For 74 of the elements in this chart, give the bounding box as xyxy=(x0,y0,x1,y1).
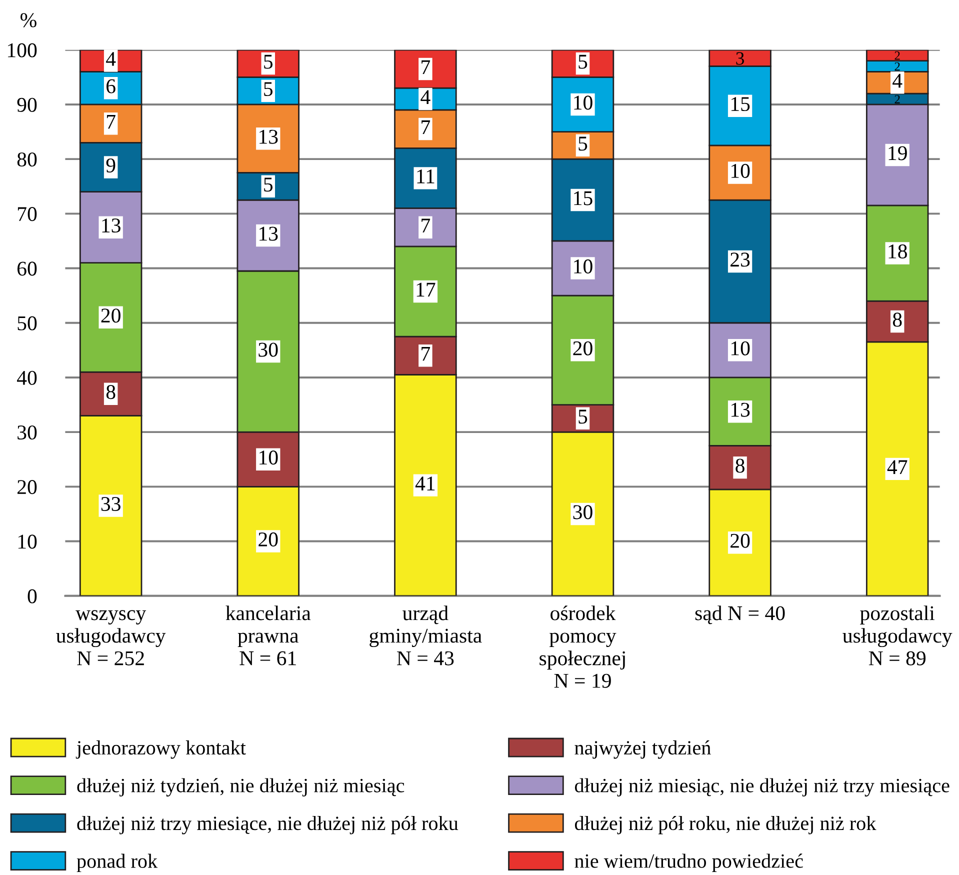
data-label: 8 xyxy=(736,458,744,473)
legend-label: ponad rok xyxy=(76,854,158,872)
data-label: 33 xyxy=(101,497,120,511)
data-label: 7 xyxy=(422,347,430,361)
data-label: 7 xyxy=(422,60,430,74)
data-label: 5 xyxy=(264,82,273,96)
x-tick-label: kancelaria prawna N = 61 xyxy=(226,606,311,666)
data-label: 4 xyxy=(892,74,902,88)
data-label: 4 xyxy=(106,52,116,66)
data-label: 7 xyxy=(106,114,116,129)
data-label: 5 xyxy=(578,410,588,424)
x-tick-label: wszyscy usługodawcy N = 252 xyxy=(56,610,166,666)
data-label: 8 xyxy=(106,385,116,400)
data-label: 13 xyxy=(260,130,278,144)
data-label: 6 xyxy=(106,79,116,94)
data-label: 5 xyxy=(578,54,588,69)
data-label: 4 xyxy=(420,90,430,104)
y-tick-label: 70 xyxy=(18,207,37,222)
x-tick-label: pozostali usługodawcy N = 89 xyxy=(842,606,952,666)
data-label: 13 xyxy=(260,226,278,241)
data-label: 20 xyxy=(101,308,120,323)
data-label: 15 xyxy=(574,191,592,206)
y-axis-title: % xyxy=(20,13,36,28)
y-tick-label: 0 xyxy=(28,589,37,604)
data-label: 5 xyxy=(264,54,273,69)
legend-label: najwyżej tydzień xyxy=(574,740,711,759)
data-label: 11 xyxy=(417,169,434,184)
data-label: 30 xyxy=(573,505,592,520)
data-label: 15 xyxy=(731,97,750,112)
y-tick-label: 90 xyxy=(17,98,37,112)
data-label: 10 xyxy=(731,341,750,356)
data-label: 3 xyxy=(736,52,744,65)
data-label: 23 xyxy=(730,252,750,267)
legend-label: dłużej niż trzy miesiące, nie dłużej niż pół roku xyxy=(77,816,458,834)
y-tick-label: 30 xyxy=(18,425,37,440)
data-label: 17 xyxy=(416,282,436,296)
data-label: 7 xyxy=(422,218,430,232)
y-tick-label: 100 xyxy=(8,43,37,58)
x-tick-label: urząd gminy/miasta N = 43 xyxy=(370,606,482,666)
data-label: 7 xyxy=(422,120,430,134)
data-label: 13 xyxy=(731,402,750,417)
data-label: 41 xyxy=(415,476,435,490)
y-tick-label: 10 xyxy=(18,534,37,549)
legend-label: nie wiem/trudno powiedzieć xyxy=(574,854,803,872)
legend-label: dłużej niż miesiąc, nie dłużej niż trzy miesiące xyxy=(574,778,950,797)
data-label: 10 xyxy=(574,96,592,110)
data-label: 47 xyxy=(887,460,908,474)
data-label: 5 xyxy=(264,178,273,192)
data-label: 8 xyxy=(892,312,902,327)
y-tick-label: 80 xyxy=(17,152,37,167)
data-label: 20 xyxy=(258,532,278,546)
data-label: 10 xyxy=(574,259,592,274)
data-label: 5 xyxy=(578,136,588,151)
data-label: 9 xyxy=(106,158,116,172)
data-label: 19 xyxy=(888,146,907,160)
data-label: 20 xyxy=(573,341,592,356)
data-label: 10 xyxy=(731,164,750,178)
y-tick-label: 40 xyxy=(17,370,37,385)
x-tick-label: sąd N = 40 xyxy=(695,606,785,624)
data-label: 13 xyxy=(102,218,120,233)
data-label: 2 xyxy=(894,95,900,104)
data-label: 10 xyxy=(260,450,278,465)
data-label: 2 xyxy=(894,62,900,71)
x-tick-label: ośrodek pomocy społecznej N = 19 xyxy=(540,606,625,688)
legend-label: dłużej niż tydzień, nie dłużej niż miesiąc xyxy=(77,778,404,797)
data-label: 18 xyxy=(888,244,907,258)
y-tick-label: 50 xyxy=(18,316,37,330)
legend-label: dłużej niż pół roku, nie dłużej niż rok xyxy=(574,816,876,834)
y-tick-label: 60 xyxy=(17,262,37,276)
legend-label: jednorazowy kontakt xyxy=(76,740,246,759)
data-label: 2 xyxy=(894,51,900,60)
y-tick-label: 20 xyxy=(18,480,37,494)
data-label: 30 xyxy=(258,342,278,357)
data-label: 20 xyxy=(730,534,750,548)
